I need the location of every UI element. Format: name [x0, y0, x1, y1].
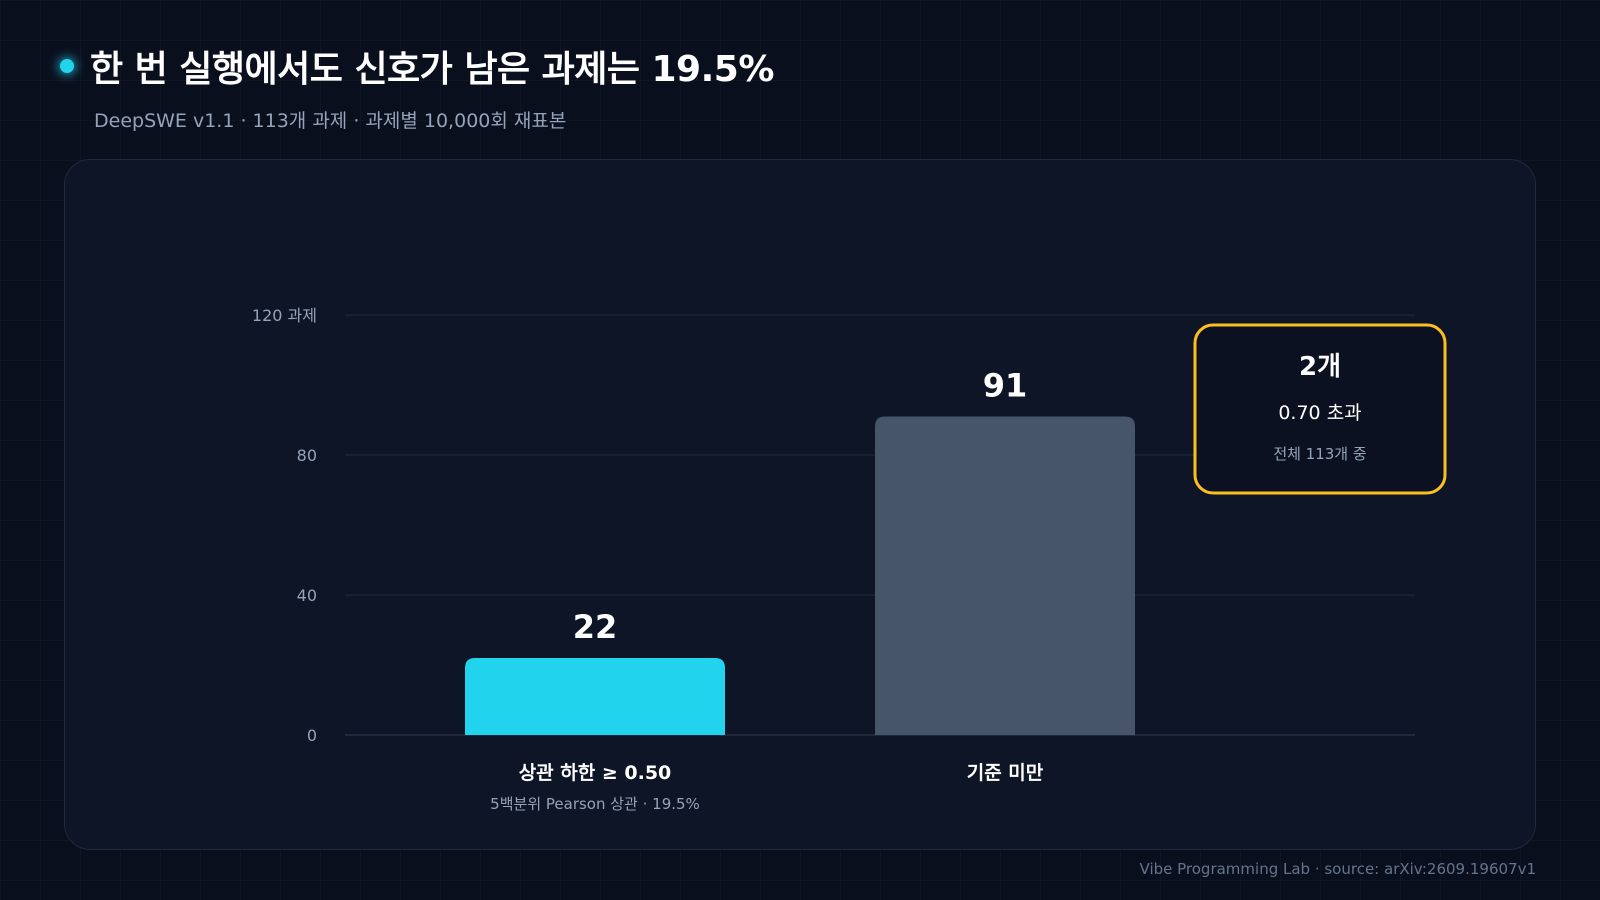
category-label-2: 기준 미만 [967, 762, 1044, 784]
header: 한 번 실행에서도 신호가 남은 과제는 19.5% DeepSWE v1.1 … [60, 40, 774, 133]
callout-box [1193, 323, 1447, 495]
category-sublabel-1: 5백분위 Pearson 상관 · 19.5% [490, 795, 700, 813]
page-subtitle: DeepSWE v1.1 · 113개 과제 · 과제별 10,000회 재표본 [94, 110, 567, 132]
page-title: 한 번 실행에서도 신호가 남은 과제는 19.5% [90, 49, 774, 90]
bar-1 [465, 658, 725, 735]
bar-chart: 0 40 80 120 과제 22 상관 하한 ≥ 0.50 5백분위 Pearson 상관… [252, 306, 1447, 813]
chart-card: 0 40 80 120 과제 22 상관 하한 ≥ 0.50 5백분위 Pearson 상관… [64, 159, 1536, 850]
y-tick-label-40: 40 [297, 586, 317, 605]
y-tick-label-80: 80 [297, 446, 317, 465]
bar-value-label-2: 91 [983, 367, 1028, 405]
callout-note: 전체 113개 중 [1273, 445, 1366, 463]
category-label-1: 상관 하한 ≥ 0.50 [519, 762, 672, 784]
y-tick-label-120: 120 과제 [252, 306, 317, 325]
y-tick-label-0: 0 [307, 726, 317, 745]
callout-value: 2개 [1299, 352, 1341, 382]
title-bullet-icon [60, 59, 74, 73]
title-row: 한 번 실행에서도 신호가 남은 과제는 19.5% [60, 40, 774, 92]
bar-value-label-1: 22 [573, 608, 618, 646]
bar-2 [875, 416, 1135, 735]
callout-label: 0.70 초과 [1278, 402, 1361, 424]
source-credit: Vibe Programming Lab · source: arXiv:260… [1139, 860, 1536, 878]
